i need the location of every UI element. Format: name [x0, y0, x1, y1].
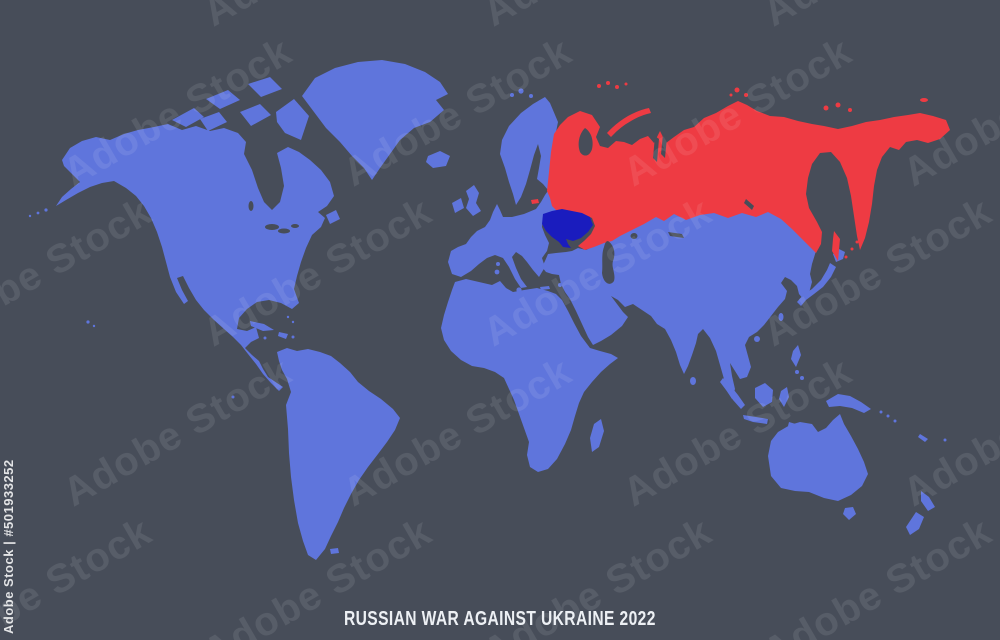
landmass-north-america — [56, 124, 334, 391]
taiwan — [778, 313, 784, 321]
sakhalin — [832, 231, 840, 261]
caption-title: RUSSIAN WAR AGAINST UKRAINE 2022 — [344, 608, 656, 630]
kaliningrad — [531, 199, 539, 204]
caribbean-islands — [231, 315, 295, 399]
white-sea — [578, 128, 593, 156]
ireland — [452, 198, 464, 213]
lake-baikal — [744, 199, 754, 210]
kuril-islands — [844, 240, 859, 259]
new-guinea — [826, 394, 871, 413]
ob-gulf — [653, 136, 659, 162]
landmass-europe — [448, 97, 563, 288]
aral-sea — [630, 233, 638, 239]
landmass-australia — [768, 414, 868, 501]
landmass-greenland — [302, 60, 448, 180]
great-lakes — [248, 201, 299, 234]
svalbard-islands — [510, 88, 542, 104]
iceland — [426, 151, 450, 168]
ukraine — [542, 209, 593, 248]
ob-gulf-2 — [661, 134, 667, 158]
seas-overlay — [248, 128, 754, 284]
caption-bar: RUSSIAN WAR AGAINST UKRAINE 2022 — [0, 608, 1000, 631]
russia-region — [531, 81, 950, 261]
russian-arctic-islands — [597, 81, 928, 112]
novaya-zemlya — [607, 108, 651, 137]
hainan — [754, 336, 760, 342]
philippines — [791, 345, 804, 380]
arctic-islands — [172, 77, 340, 224]
ukraine-region — [542, 209, 593, 248]
landmass-africa — [441, 279, 618, 472]
pacific-islands — [879, 410, 947, 442]
madagascar — [590, 419, 604, 452]
falkland-islands — [330, 548, 339, 554]
lake-balkhash — [668, 232, 684, 238]
indonesia — [720, 378, 799, 429]
landmass-south-america — [277, 348, 400, 560]
caspian-sea — [602, 241, 615, 284]
tasmania — [843, 507, 856, 520]
great-britain — [466, 185, 481, 216]
new-zealand — [906, 491, 935, 535]
sri-lanka — [690, 377, 696, 385]
russia-mainland — [547, 101, 950, 253]
stock-id-watermark: Adobe Stock | #501933252 — [1, 459, 16, 634]
